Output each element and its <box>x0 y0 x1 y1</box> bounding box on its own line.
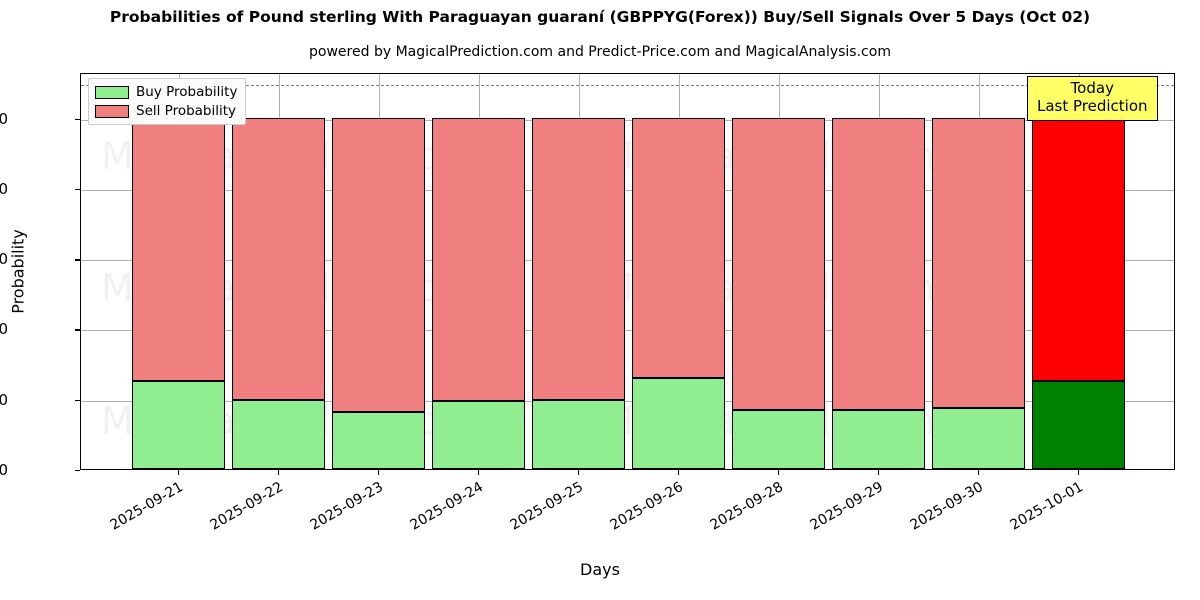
x-tick-label: 2025-09-28 <box>707 479 786 534</box>
bar-group[interactable] <box>932 74 1025 469</box>
bar-segment-sell[interactable] <box>732 117 825 410</box>
y-tick-mark <box>75 259 80 261</box>
plot-area: MagicalAnalysis.comMagicalPrediction.com… <box>80 73 1175 470</box>
bar-segment-buy[interactable] <box>132 381 225 469</box>
legend-item[interactable]: Sell Probability <box>95 103 237 119</box>
bar-segment-sell[interactable] <box>232 117 325 401</box>
bar-group[interactable] <box>332 74 425 469</box>
bar-group[interactable] <box>832 74 925 469</box>
reference-line <box>81 84 1174 86</box>
bar-segment-buy[interactable] <box>232 400 325 469</box>
x-tick-label: 2025-09-25 <box>507 479 586 534</box>
y-tick-label: 60 <box>0 250 8 269</box>
today-annotation-box: Today Last Prediction <box>1027 76 1158 122</box>
x-tick-mark <box>977 470 979 475</box>
bar-group[interactable] <box>432 74 525 469</box>
x-tick-mark <box>177 470 179 475</box>
y-tick-mark <box>75 399 80 402</box>
gridline-horizontal <box>81 189 1174 191</box>
page-title: Probabilities of Pound sterling With Par… <box>109 8 1091 26</box>
bar-segment-sell[interactable] <box>332 117 425 413</box>
gridline-horizontal <box>81 330 1174 332</box>
x-tick-mark <box>677 470 679 475</box>
x-tick-mark <box>277 470 279 475</box>
bar-segment-buy[interactable] <box>932 407 1025 469</box>
bar-group[interactable] <box>1032 74 1125 469</box>
bar-segment-sell[interactable] <box>432 117 525 401</box>
bar-segment-buy[interactable] <box>832 409 925 469</box>
x-tick-label: 2025-09-22 <box>207 479 286 534</box>
bar-segment-sell[interactable] <box>532 117 625 401</box>
y-tick-mark <box>75 118 80 120</box>
y-tick-label: 0 <box>0 461 8 479</box>
legend-label: Buy Probability <box>136 84 238 100</box>
x-tick-mark <box>777 470 779 475</box>
y-tick-mark <box>75 188 80 191</box>
x-tick-mark <box>477 470 479 475</box>
bar-segment-buy[interactable] <box>532 400 625 469</box>
gridline-horizontal <box>81 119 1174 121</box>
bar-group[interactable] <box>132 74 225 469</box>
legend-item[interactable]: Buy Probability <box>95 84 237 100</box>
y-tick-label: 20 <box>0 390 8 409</box>
gridline-horizontal <box>81 400 1174 402</box>
today-annotation-line-1: Today <box>1070 79 1114 97</box>
bar-segment-sell[interactable] <box>832 117 925 410</box>
bar-segment-buy[interactable] <box>432 400 525 469</box>
x-tick-label: 2025-09-24 <box>407 479 486 534</box>
bar-group[interactable] <box>232 74 325 469</box>
chart-legend: Buy Probability Sell Probability <box>88 78 247 125</box>
bar-segment-buy[interactable] <box>632 377 725 469</box>
x-tick-mark <box>377 470 379 475</box>
bar-segment-sell[interactable] <box>1032 117 1125 382</box>
chart-subtitle: powered by MagicalPrediction.com and Pre… <box>309 44 891 60</box>
y-tick-label: 100 <box>0 109 8 128</box>
legend-label: Sell Probability <box>136 103 237 119</box>
x-tick-mark <box>877 470 879 475</box>
bar-group[interactable] <box>732 74 825 469</box>
y-tick-mark <box>75 470 80 472</box>
bar-segment-buy[interactable] <box>1032 381 1125 469</box>
legend-swatch-sell <box>95 104 129 118</box>
bar-group[interactable] <box>532 74 625 469</box>
today-annotation-line-2: Last Prediction <box>1037 96 1148 115</box>
x-tick-label: 2025-09-21 <box>107 479 186 534</box>
x-tick-label: 2025-09-23 <box>307 479 386 534</box>
y-tick-label: 80 <box>0 179 8 198</box>
x-tick-label: 2025-09-26 <box>607 479 686 534</box>
legend-swatch-buy <box>95 85 129 99</box>
gridline-horizontal <box>81 260 1174 262</box>
bar-segment-sell[interactable] <box>132 117 225 382</box>
plot-inner: MagicalAnalysis.comMagicalPrediction.com… <box>81 74 1174 469</box>
y-axis-label: Probability <box>8 228 28 314</box>
bar-segment-sell[interactable] <box>932 117 1025 408</box>
y-tick-label: 40 <box>0 320 8 339</box>
x-tick-label: 2025-09-29 <box>807 479 886 534</box>
y-tick-mark <box>75 329 80 331</box>
bar-group[interactable] <box>632 74 725 469</box>
x-tick-mark <box>577 470 579 475</box>
x-tick-label: 2025-09-30 <box>907 479 986 534</box>
x-axis-label: Days <box>580 560 620 579</box>
x-tick-mark <box>1077 470 1079 475</box>
x-tick-label: 2025-10-01 <box>1007 479 1086 534</box>
bar-segment-sell[interactable] <box>632 117 725 378</box>
bar-segment-buy[interactable] <box>332 412 425 469</box>
bar-segment-buy[interactable] <box>732 409 825 469</box>
